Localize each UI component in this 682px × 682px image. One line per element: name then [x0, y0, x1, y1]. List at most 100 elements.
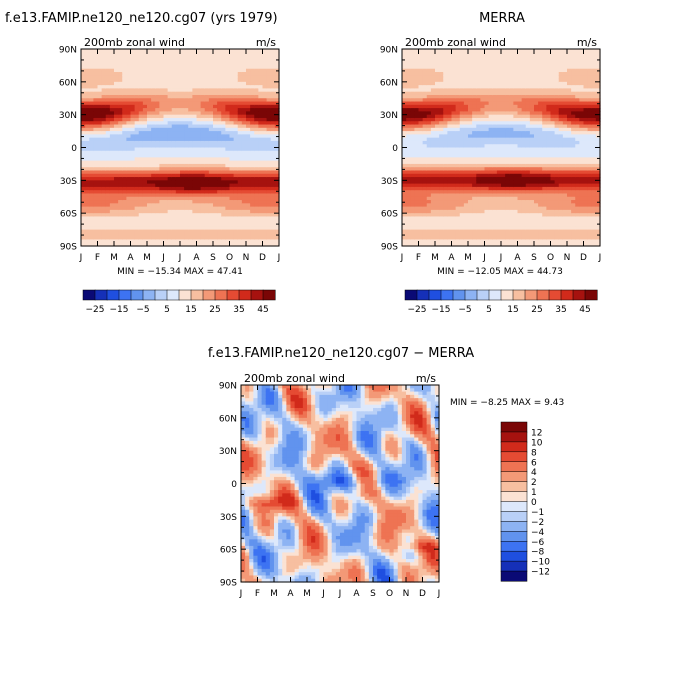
heatmap-cell	[501, 163, 506, 168]
heatmap-cell	[93, 88, 99, 93]
heatmap-cell	[422, 91, 428, 96]
heatmap-cell	[472, 144, 477, 149]
heatmap-cell	[509, 242, 514, 247]
heatmap-cell	[414, 49, 420, 53]
heatmap-cell	[513, 209, 519, 214]
heatmap-cell	[208, 55, 214, 60]
heatmap-cell	[85, 150, 90, 155]
heatmap-cell	[521, 163, 527, 168]
heatmap-cell	[204, 229, 210, 234]
heatmap-cell	[192, 58, 198, 63]
heatmap-cell	[196, 124, 202, 129]
heatmap-cell	[155, 226, 160, 231]
heatmap-cell	[410, 88, 415, 93]
heatmap-cell	[175, 186, 181, 191]
heatmap-cell	[463, 180, 469, 185]
heatmap-cell	[525, 170, 531, 175]
heatmap-cell	[459, 127, 465, 132]
heatmap-cell	[517, 65, 523, 70]
heatmap-cell	[476, 173, 481, 178]
heatmap-cell	[147, 55, 152, 60]
heatmap-cell	[237, 124, 243, 129]
heatmap-cell	[254, 160, 259, 165]
heatmap-cell	[225, 223, 231, 227]
heatmap-cell	[517, 160, 523, 165]
x-tick-label: S	[210, 253, 216, 263]
heatmap-cell	[402, 104, 407, 109]
heatmap-cell	[472, 78, 477, 83]
heatmap-cell	[414, 223, 420, 227]
heatmap-cell	[480, 183, 486, 188]
heatmap-cell	[114, 232, 119, 237]
heatmap-cell	[109, 219, 115, 224]
heatmap-cell	[274, 196, 280, 201]
heatmap-cell	[105, 160, 111, 165]
heatmap-cell	[266, 196, 272, 201]
heatmap-cell	[521, 144, 527, 149]
heatmap-cell	[81, 111, 86, 116]
heatmap-cell	[184, 193, 189, 198]
heatmap-cell	[97, 94, 103, 99]
heatmap-cell	[501, 186, 506, 191]
heatmap-cell	[435, 190, 440, 195]
heatmap-cell	[525, 216, 531, 221]
heatmap-cell	[81, 160, 86, 165]
heatmap-cell	[426, 206, 432, 211]
heatmap-cell	[237, 167, 243, 172]
heatmap-cell	[97, 121, 103, 126]
heatmap-cell	[258, 124, 264, 129]
heatmap-cell	[521, 137, 527, 142]
heatmap-cell	[241, 170, 247, 175]
heatmap-cell	[414, 154, 420, 158]
heatmap-cell	[509, 62, 514, 67]
heatmap-cell	[439, 78, 444, 83]
heatmap-cell	[196, 226, 202, 231]
heatmap-cell	[505, 65, 510, 70]
heatmap-cell	[105, 193, 111, 198]
heatmap-cell	[250, 150, 255, 155]
heatmap-cell	[171, 49, 177, 53]
heatmap-cell	[258, 91, 264, 96]
heatmap-cell	[266, 200, 272, 204]
heatmap-cell	[97, 186, 103, 191]
heatmap-cell	[237, 49, 243, 53]
heatmap-cell	[147, 219, 152, 224]
heatmap-cell	[266, 85, 272, 89]
heatmap-cell	[221, 232, 226, 237]
heatmap-cell	[274, 104, 280, 109]
heatmap-cell	[126, 219, 132, 224]
heatmap-cell	[105, 167, 111, 172]
heatmap-cell	[418, 173, 424, 178]
heatmap-cell	[213, 62, 218, 67]
heatmap-cell	[175, 108, 181, 112]
heatmap-cell	[517, 209, 523, 214]
heatmap-cell	[426, 52, 432, 57]
heatmap-cell	[155, 65, 160, 70]
heatmap-cell	[200, 177, 206, 181]
heatmap-cell	[221, 117, 226, 122]
heatmap-cell	[118, 223, 123, 227]
heatmap-cell	[468, 137, 473, 142]
heatmap-cell	[246, 236, 251, 241]
heatmap-cell	[122, 173, 127, 178]
heatmap-cell	[451, 144, 457, 149]
heatmap-cell	[114, 58, 119, 63]
heatmap-cell	[142, 144, 148, 149]
heatmap-cell	[217, 101, 222, 106]
heatmap-cell	[151, 49, 156, 53]
heatmap-cell	[126, 75, 132, 80]
heatmap-cell	[200, 88, 206, 93]
heatmap-cell	[534, 213, 539, 218]
heatmap-cell	[402, 85, 407, 89]
heatmap-cell	[105, 131, 111, 135]
heatmap-cell	[509, 127, 514, 132]
heatmap-cell	[204, 193, 210, 198]
heatmap-cell	[85, 94, 90, 99]
heatmap-cell	[422, 180, 428, 185]
heatmap-cell	[237, 94, 243, 99]
heatmap-cell	[159, 177, 165, 181]
heatmap-cell	[208, 134, 214, 139]
heatmap-cell	[221, 242, 226, 247]
heatmap-cell	[184, 160, 189, 165]
heatmap-cell	[509, 232, 514, 237]
